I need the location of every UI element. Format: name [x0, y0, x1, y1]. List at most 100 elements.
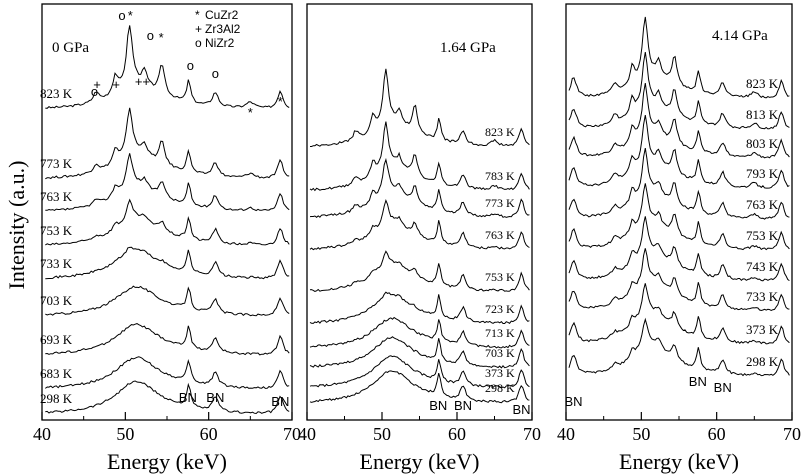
x-tick-label: 70	[523, 424, 541, 444]
spectrum-trace	[309, 157, 530, 218]
panel-1: 40 50 60 70 Energy (keV) 0 GPa 823 K 773 K 763 K…	[33, 3, 301, 474]
spectrum-trace	[309, 291, 530, 324]
temperature-label: 763 K	[485, 228, 515, 242]
temperature-label: 763 K	[746, 197, 779, 212]
temperature-label: 823 K	[40, 86, 73, 101]
panel-3: 40 50 60 70 Energy (keV) 4.14 GPa 823 K 813 K 80…	[557, 3, 801, 474]
spectrum-trace	[568, 283, 790, 345]
y-axis-label: Intensity (a.u.)	[4, 161, 29, 290]
pressure-label: 4.14 GPa	[712, 28, 768, 44]
phase-marker: *	[128, 8, 133, 23]
temperature-label: 683 K	[40, 366, 73, 381]
phase-marker: o	[147, 28, 154, 43]
x-tick-label: 50	[116, 424, 134, 444]
x-tick-label: 40	[33, 424, 51, 444]
pressure-label: 1.64 GPa	[440, 40, 496, 56]
temperature-label: 713 K	[485, 326, 515, 340]
phase-marker: +	[142, 74, 150, 89]
spectrum-trace	[568, 148, 790, 220]
legend-entry: Zr3Al2	[205, 22, 241, 36]
temperature-label: 783 K	[485, 169, 515, 183]
spectrum-trace	[45, 380, 290, 415]
bn-label: BN	[179, 390, 197, 405]
x-axis-label: Energy (keV)	[619, 449, 739, 474]
temperature-label: 823 K	[746, 76, 779, 91]
temperature-label: 753 K	[746, 228, 779, 243]
temperature-label: 803 K	[746, 136, 779, 151]
legend-symbol: *	[195, 8, 200, 22]
bn-label: BN	[271, 394, 289, 409]
spectrum-trace	[45, 246, 290, 280]
legend-entry: CuZr2	[205, 8, 239, 22]
spectrum-trace	[568, 115, 790, 189]
spectrum-trace	[309, 250, 530, 292]
panel-frame	[41, 3, 293, 421]
x-tick-label: 70	[283, 424, 301, 444]
temperature-label: 793 K	[746, 166, 779, 181]
bn-label: BN	[512, 402, 530, 417]
spectrum-trace	[309, 355, 530, 389]
spectrum-trace	[45, 323, 290, 356]
temperature-label: 773 K	[40, 156, 73, 171]
temperature-label: 298 K	[40, 391, 73, 406]
x-tick-label: 60	[448, 424, 466, 444]
bn-label: BN	[454, 398, 472, 413]
x-axis-label: Energy (keV)	[107, 449, 227, 474]
phase-marker: +	[112, 77, 120, 92]
spectrum-trace	[45, 25, 290, 109]
spectrum-trace	[45, 285, 290, 317]
x-tick-label: 40	[557, 424, 575, 444]
phase-marker: o	[212, 66, 219, 81]
temperature-label: 298 K	[746, 354, 779, 369]
temperature-label: 693 K	[40, 332, 73, 347]
spectrum-trace	[45, 153, 290, 212]
spectrum-trace	[310, 68, 530, 147]
x-tick-label: 50	[373, 424, 391, 444]
temperature-label: 723 K	[485, 302, 515, 316]
spectrum-trace	[309, 199, 530, 251]
x-tick-label: 70	[783, 424, 801, 444]
spectrum-trace	[568, 52, 790, 130]
temperature-label: 373 K	[485, 366, 515, 380]
bn-label: BN	[689, 374, 707, 389]
spectrum-trace	[568, 248, 790, 312]
x-axis-label: Energy (keV)	[360, 449, 480, 474]
pressure-label: 0 GPa	[52, 40, 89, 56]
phase-marker: *	[248, 105, 253, 120]
temperature-label: 743 K	[746, 259, 779, 274]
spectrum-trace	[309, 316, 530, 349]
temperature-label: 763 K	[40, 189, 73, 204]
spectrum-trace	[45, 198, 290, 246]
bn-label: BN	[429, 398, 447, 413]
spectrum-trace	[568, 183, 790, 251]
spectrum-trace	[45, 107, 290, 180]
legend-symbol: +	[195, 22, 202, 36]
temperature-label: 753 K	[40, 223, 73, 238]
spectrum-trace	[568, 16, 790, 99]
spectrum-trace	[568, 83, 790, 159]
temperature-label: 813 K	[746, 107, 779, 122]
spectrum-trace	[45, 356, 290, 389]
spectrum-trace	[309, 370, 530, 404]
temperature-label: 753 K	[485, 270, 515, 284]
temperature-label: 733 K	[40, 256, 73, 271]
bn-label: BN	[206, 390, 224, 405]
bn-label: BN	[714, 380, 732, 395]
temperature-label: 703 K	[485, 346, 515, 360]
x-tick-label: 60	[708, 424, 726, 444]
phase-marker: *	[159, 30, 164, 45]
phase-marker: +	[135, 74, 143, 89]
phase-marker: o	[118, 8, 125, 23]
phase-marker: +	[93, 77, 101, 92]
temperature-label: 298 K	[485, 381, 515, 395]
temperature-label: 703 K	[40, 293, 73, 308]
temperature-label: 823 K	[485, 125, 515, 139]
temperature-label: 773 K	[485, 196, 515, 210]
panel-2: 40 50 60 70 Energy (keV) 1.64 GPa 823 K 783 K 77…	[298, 3, 541, 474]
phase-marker: *	[278, 94, 283, 109]
x-tick-label: 40	[298, 424, 316, 444]
panels: 40 50 60 70 Energy (keV) 0 GPa 823 K 773 K 763 K…	[33, 3, 801, 474]
spectrum-trace	[568, 216, 790, 282]
